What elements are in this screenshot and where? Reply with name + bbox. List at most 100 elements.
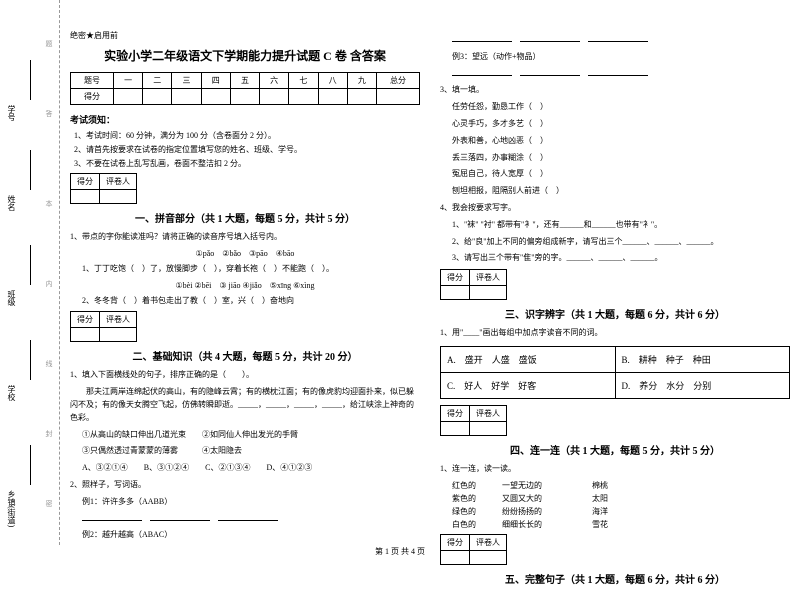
cr00: 红色的 xyxy=(452,480,502,491)
gb4-c1: 得分 xyxy=(441,405,470,421)
p1-lineB: 1、丁丁吃饱（ ）了，放慢脚步（ ），穿着长袍（ ）不能跑（ ）。 xyxy=(70,263,420,276)
p3-q4c: 3、请写出三个带有"隹"旁的字。______、______、______。 xyxy=(440,252,790,265)
gb1-c1: 得分 xyxy=(71,174,100,190)
cr-1: 紫色的又圆又大的太阳 xyxy=(452,493,790,504)
blank-2 xyxy=(150,520,210,521)
blank-r5 xyxy=(520,75,580,76)
binding-label-school: 学校 xyxy=(6,385,17,401)
score-header-row: 题号 一 二 三 四 五 六 七 八 九 总分 xyxy=(71,73,420,89)
mark-3: 内 xyxy=(44,280,54,287)
gb3-c2: 评卷人 xyxy=(470,270,507,286)
grade-box-3: 得分评卷人 xyxy=(440,269,507,300)
p1-lineD: 2、冬冬背（ ）着书包走出了教（ ）室，兴（ ）奋地向 xyxy=(70,295,420,308)
binding-field-id xyxy=(30,60,42,100)
mark-0: 题 xyxy=(44,40,54,47)
notice-heading: 考试须知： xyxy=(70,113,420,126)
gb4-e1 xyxy=(441,421,470,435)
cr02: 棉桃 xyxy=(592,480,652,491)
mark-2: 本 xyxy=(44,200,54,207)
part3-title: 三、识字辨字（共 1 大题，每题 6 分，共计 6 分） xyxy=(440,306,790,321)
p3-i4: 丢三落四，办事糊涂（ ） xyxy=(440,152,790,165)
binding-area: 乡镇(街道) 学校 班级 姓名 学号 题 答 本 内 线 封 密 xyxy=(0,0,60,545)
th-4: 四 xyxy=(201,73,230,89)
notice-list: 1、考试时间：60 分钟，满分为 100 分（含卷面分 2 分）。 2、请首先按… xyxy=(70,130,420,169)
right-column: 例3：望远（动作+物品） 3、填一填。 任劳任怨，勤恳工作（ ） 心灵手巧，多才… xyxy=(440,30,790,592)
binding-label-class: 班级 xyxy=(6,290,17,306)
gb2-e2 xyxy=(100,328,137,342)
cr-2: 绿色的纷纷扬扬的海洋 xyxy=(452,506,790,517)
gb4-e2 xyxy=(470,421,507,435)
mark-6: 密 xyxy=(44,500,54,507)
sc-1 xyxy=(113,89,142,105)
sc-9 xyxy=(347,89,376,105)
blank-r3 xyxy=(588,41,648,42)
grade-box-2: 得分评卷人 xyxy=(70,311,137,342)
cr22: 海洋 xyxy=(592,506,652,517)
gb3-e2 xyxy=(470,286,507,300)
part5-title: 五、完整句子（共 1 大题，每题 6 分，共计 6 分） xyxy=(440,571,790,586)
p3-i1: 任劳任怨，勤恳工作（ ） xyxy=(440,101,790,114)
p3-q4b: 2、给"良"加上不同的偏旁组成新字，请写出三个______、______、___… xyxy=(440,236,790,249)
p3-q4: 4、我会按要求写字。 xyxy=(440,202,790,215)
notice-1: 1、考试时间：60 分钟，满分为 100 分（含卷面分 2 分）。 xyxy=(74,130,420,141)
sc-total xyxy=(376,89,419,105)
part2-title: 二、基础知识（共 4 大题，每题 5 分，共计 20 分） xyxy=(70,348,420,363)
secret-mark: 绝密★启用前 xyxy=(70,30,420,41)
wt-a: A. 盛开 人盛 盛饭 xyxy=(441,346,616,372)
p3-i3: 外表和善，心地凶恶（ ） xyxy=(440,135,790,148)
p2-ex1: 例1：许许多多（AABB） xyxy=(70,496,420,509)
p2-q2: 2、照样子，写词语。 xyxy=(70,479,420,492)
binding-label-town: 乡镇(街道) xyxy=(6,490,17,527)
wt-d: D. 养分 水分 分别 xyxy=(615,372,790,398)
cr-3: 白色的细细长长的雪花 xyxy=(452,519,790,530)
blank-1 xyxy=(82,520,142,521)
sc-4 xyxy=(201,89,230,105)
binding-field-school xyxy=(30,340,42,380)
binding-label-id: 学号 xyxy=(6,105,17,121)
p1-q1: 1、带点的字你能读准吗？请将正确的读音序号填入括号内。 xyxy=(70,231,420,244)
p2-opt1: ①从高山的缺口伸出几道光束 ②如同仙人伸出发光的手臂 xyxy=(70,429,420,442)
th-8: 八 xyxy=(318,73,347,89)
score-label: 得分 xyxy=(71,89,114,105)
p3-q4a: 1、"袜" "衬" 都带有"衤"，还有______和______也带有"衤"。 xyxy=(440,219,790,232)
word-table: A. 盛开 人盛 盛饭 B. 耕种 种子 种田 C. 好人 好学 好客 D. 养… xyxy=(440,346,790,399)
wt-b: B. 耕种 种子 种田 xyxy=(615,346,790,372)
cr11: 又圆又大的 xyxy=(502,493,592,504)
score-table: 题号 一 二 三 四 五 六 七 八 九 总分 得分 xyxy=(70,72,420,105)
score-value-row: 得分 xyxy=(71,89,420,105)
sc-3 xyxy=(172,89,201,105)
binding-field-class xyxy=(30,245,42,285)
gb3-e1 xyxy=(441,286,470,300)
binding-field-name xyxy=(30,150,42,190)
cr10: 紫色的 xyxy=(452,493,502,504)
cr31: 细细长长的 xyxy=(502,519,592,530)
p1-lineC: ①bèi ②bēi ③ jiāo ④jiǎo ⑤xīng ⑥xìng xyxy=(70,280,420,291)
sc-8 xyxy=(318,89,347,105)
sc-2 xyxy=(143,89,172,105)
gb2-e1 xyxy=(71,328,100,342)
th-10: 总分 xyxy=(376,73,419,89)
gb1-c2: 评卷人 xyxy=(100,174,137,190)
notice-2: 2、请首先按要求在试卷的指定位置填写您的姓名、班级、学号。 xyxy=(74,144,420,155)
p4-q1: 1、连一连，读一读。 xyxy=(440,463,790,476)
p1-lineA: ①pǎo ②bǎo ③pāo ④bāo xyxy=(70,248,420,259)
blank-r1 xyxy=(452,41,512,42)
connect-block: 红色的一望无边的棉桃 紫色的又圆又大的太阳 绿色的纷纷扬扬的海洋 白色的细细长长… xyxy=(440,480,790,530)
gb2-c1: 得分 xyxy=(71,312,100,328)
cr32: 雪花 xyxy=(592,519,652,530)
p2-choices: A、③②①④ B、③①②④ C、②①③④ D、④①②③ xyxy=(70,462,420,475)
th-5: 五 xyxy=(230,73,259,89)
p2-ex2: 例2：越升越高（ABAC） xyxy=(70,529,420,542)
cr21: 纷纷扬扬的 xyxy=(502,506,592,517)
th-9: 九 xyxy=(347,73,376,89)
blank-r2 xyxy=(520,41,580,42)
binding-label-name: 姓名 xyxy=(6,195,17,211)
grade-box-4: 得分评卷人 xyxy=(440,405,507,436)
mark-1: 答 xyxy=(44,110,54,117)
th-1: 一 xyxy=(113,73,142,89)
cr30: 白色的 xyxy=(452,519,502,530)
cr-0: 红色的一望无边的棉桃 xyxy=(452,480,790,491)
wt-c: C. 好人 好学 好客 xyxy=(441,372,616,398)
sc-7 xyxy=(289,89,318,105)
sc-5 xyxy=(230,89,259,105)
